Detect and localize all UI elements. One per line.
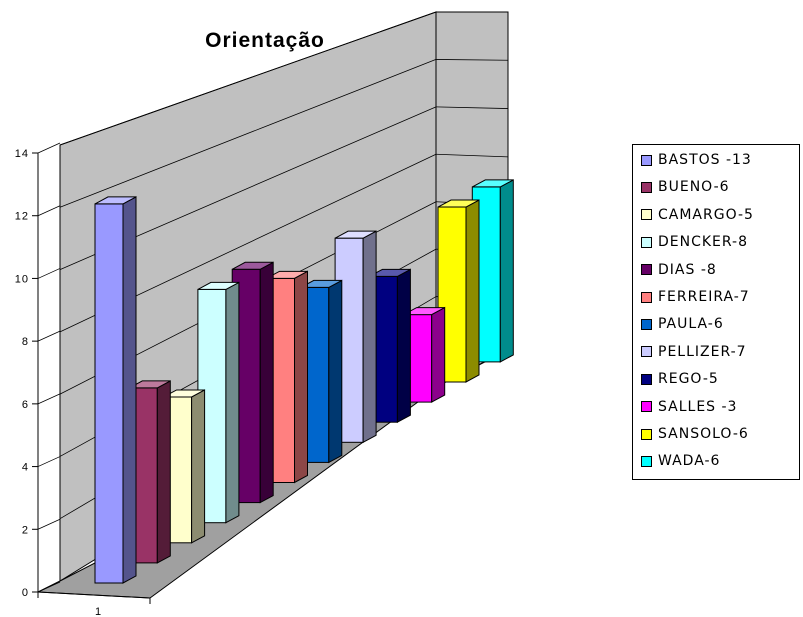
legend-label: DIAS -8 [658, 261, 717, 278]
y-tick-label: 2 [22, 524, 29, 536]
legend-label: DENCKER-8 [658, 234, 749, 251]
gridline-side [435, 59, 509, 61]
bar-side [156, 380, 171, 564]
y-tick-diag [37, 393, 61, 405]
legend-label: SANSOLO-6 [658, 426, 749, 442]
bar-top [163, 389, 205, 398]
legend-label: CAMARGO-5 [658, 206, 754, 223]
legend-swatch [641, 346, 652, 358]
bar-side [328, 279, 343, 464]
bar-front [94, 203, 124, 584]
y-tick-label: 4 [22, 462, 29, 474]
bar-top [94, 196, 137, 205]
legend-item: FERREIRA-7 [641, 286, 750, 308]
legend-swatch [641, 209, 652, 221]
legend-label: BASTOS -13 [658, 152, 752, 168]
bar-side [431, 306, 446, 403]
gridline-side [435, 106, 509, 109]
bar-side [499, 179, 514, 363]
chart-title: Orientação [205, 29, 325, 52]
legend-swatch [641, 264, 652, 276]
bar-top [403, 307, 445, 316]
y-tick-diag [37, 142, 61, 154]
x-axis-line [37, 591, 151, 599]
legend-item: CAMARGO-5 [641, 204, 754, 226]
legend: BASTOS -13 BUENO-6 CAMARGO-5 DENCKER-8 DIAS … [632, 144, 800, 480]
y-tick-diag [37, 581, 61, 593]
legend-swatch [641, 291, 652, 303]
bars [94, 179, 514, 584]
legend-item: PAULA-6 [641, 313, 724, 335]
y-tick-diag [37, 518, 61, 530]
bar-top [231, 261, 274, 270]
gridline-side [435, 153, 509, 158]
bar-top [266, 270, 308, 279]
bar-top [129, 380, 171, 389]
bar-top [472, 179, 514, 188]
legend-label: PELLIZER-7 [658, 343, 747, 360]
legend-label: SALLES -3 [658, 398, 738, 415]
bar-top [334, 230, 377, 239]
legend-item: PELLIZER-7 [641, 341, 747, 363]
bar-side [294, 270, 308, 484]
y-tick-label: 6 [22, 399, 29, 411]
y-tick-diag [37, 456, 61, 467]
legend-swatch [641, 401, 652, 413]
y-tick-diag [37, 205, 61, 217]
legend-item: DENCKER-8 [641, 231, 748, 253]
legend-swatch [641, 236, 652, 248]
legend-label: REGO-5 [658, 371, 719, 388]
legend-swatch [641, 373, 652, 385]
bar-top [300, 279, 343, 288]
y-axis: 0 2 4 6 8 10 12 14 [15, 142, 151, 604]
legend-swatch [641, 455, 652, 467]
legend-label: BUENO-6 [658, 179, 730, 196]
legend-item: SANSOLO-6 [641, 423, 749, 445]
bar [94, 196, 137, 584]
bar-side [122, 196, 137, 584]
legend-item: BUENO-6 [641, 176, 730, 198]
y-tick-label: 8 [22, 336, 29, 348]
y-tick-label: 12 [15, 211, 29, 223]
legend-label: PAULA-6 [658, 316, 724, 333]
bar-top [197, 281, 240, 290]
bar-side [225, 281, 240, 524]
legend-label: WADA-6 [658, 453, 721, 470]
legend-item: WADA-6 [641, 450, 720, 472]
bar-top [437, 199, 480, 208]
bar-top [369, 268, 411, 277]
legend-swatch [641, 181, 652, 193]
legend-swatch [641, 318, 652, 330]
y-tick-label: 0 [22, 587, 29, 599]
bar-side [465, 199, 480, 383]
bar-side [191, 389, 206, 544]
bar-side [259, 261, 274, 504]
bar-side [362, 230, 377, 444]
gridline [59, 59, 437, 208]
bar-side [396, 268, 411, 424]
legend-swatch [641, 154, 652, 166]
y-tick-label: 14 [15, 148, 29, 160]
x-category-label: 1 [95, 606, 101, 617]
y-tick-label: 10 [15, 273, 29, 285]
legend-item: BASTOS -13 [641, 149, 752, 171]
legend-label: FERREIRA-7 [658, 289, 750, 305]
legend-swatch [641, 428, 652, 440]
legend-item: SALLES -3 [641, 396, 737, 418]
legend-item: DIAS -8 [641, 259, 717, 281]
legend-item: REGO-5 [641, 368, 719, 390]
y-tick-diag [37, 268, 61, 279]
gridline [59, 11, 437, 146]
y-tick-diag [37, 330, 61, 342]
